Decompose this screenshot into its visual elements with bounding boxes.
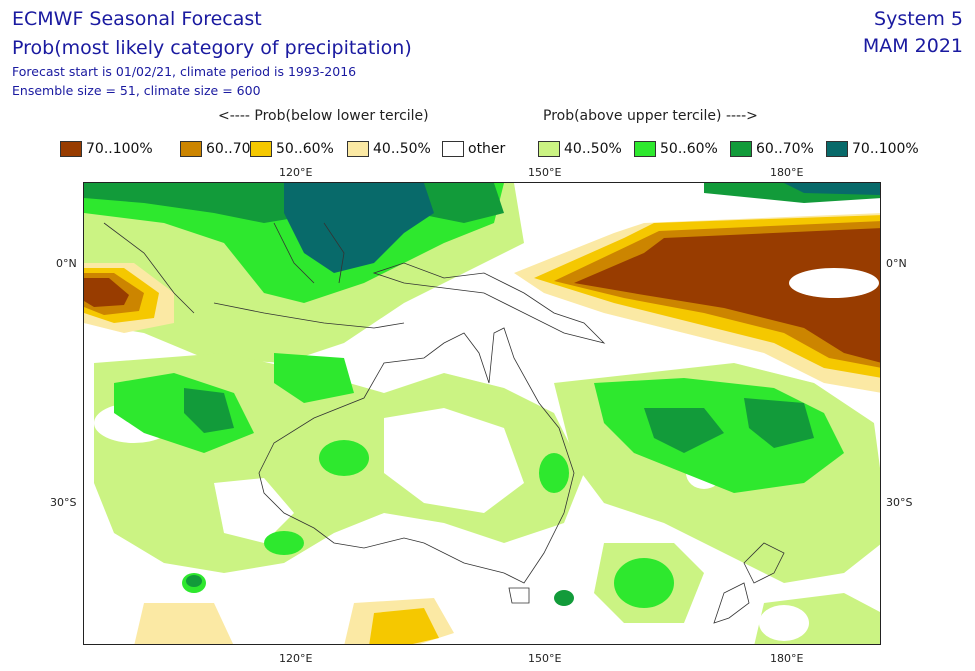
category-above-70-100 [284, 183, 880, 273]
tick-top-120e: 120°E [279, 166, 313, 179]
tick-right-30s: 30°S [886, 496, 913, 509]
legend-swatch-7 [730, 141, 752, 157]
tick-right-0n: 0°N [886, 257, 907, 270]
legend-label-1: 60..70% [206, 141, 264, 157]
legend-swatch-4 [442, 141, 464, 157]
system-label: System 5 [874, 8, 963, 30]
legend-label-0: 70..100% [86, 141, 153, 157]
legend-swatch-5 [538, 141, 560, 157]
legend-swatch-8 [826, 141, 848, 157]
legend-label-4: other [468, 141, 506, 157]
legend-label-3: 40..50% [373, 141, 431, 157]
tick-bottom-120e: 120°E [279, 652, 313, 665]
legend-above-heading: Prob(above upper tercile) ----> [543, 108, 758, 124]
tick-left-30s: 30°S [50, 496, 77, 509]
coastlines [103, 222, 785, 624]
map-title: ECMWF Seasonal Forecast [12, 8, 262, 30]
category-below-70-100 [84, 228, 880, 363]
tick-top-150e: 150°E [528, 166, 562, 179]
legend-swatch-0 [60, 141, 82, 157]
tick-bottom-150e: 150°E [528, 652, 562, 665]
legend-label-8: 70..100% [852, 141, 919, 157]
legend-label-7: 60..70% [756, 141, 814, 157]
tick-left-0n: 0°N [56, 257, 77, 270]
legend-swatch-1 [180, 141, 202, 157]
precipitation-map [83, 182, 881, 645]
legend-label-6: 50..60% [660, 141, 718, 157]
season-label: MAM 2021 [862, 35, 963, 57]
legend-swatch-2 [250, 141, 272, 157]
legend-label-5: 40..50% [564, 141, 622, 157]
legend-swatch-6 [634, 141, 656, 157]
category-other-pacific [789, 268, 879, 298]
tick-top-180e: 180°E [770, 166, 804, 179]
tick-bottom-180e: 180°E [770, 652, 804, 665]
forecast-info: Forecast start is 01/02/21, climate peri… [12, 64, 357, 79]
map-subtitle: Prob(most likely category of precipitati… [12, 37, 412, 59]
ensemble-info: Ensemble size = 51, climate size = 600 [12, 83, 261, 98]
legend-below-heading: <---- Prob(below lower tercile) [218, 108, 429, 124]
legend: 70..100% 60..70% 50..60% 40..50% other 40..50… [60, 141, 930, 161]
legend-swatch-3 [347, 141, 369, 157]
legend-label-2: 50..60% [276, 141, 334, 157]
